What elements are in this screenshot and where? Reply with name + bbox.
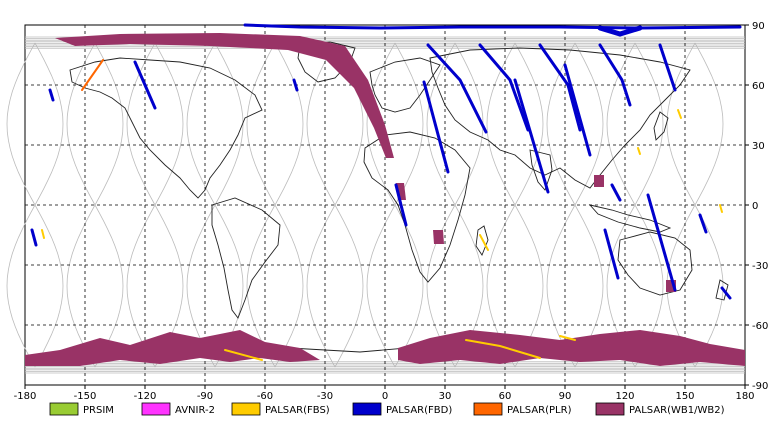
x-tick-label: 150 <box>675 391 694 402</box>
fbd-swath-11 <box>598 43 632 107</box>
fbs-swath-3 <box>677 109 682 119</box>
orbit-track <box>186 42 244 368</box>
fbd-swath-1 <box>133 60 157 110</box>
wb-swath-china <box>594 175 604 187</box>
x-tick-label: -120 <box>134 391 157 402</box>
legend-swatch <box>595 402 625 416</box>
y-tick-label: -60 <box>752 321 768 332</box>
y-tick-label: 60 <box>752 81 765 92</box>
japan-coast <box>653 111 669 141</box>
x-tick-label: 90 <box>559 391 572 402</box>
greenland-coast <box>297 41 356 83</box>
legend-label: PALSAR(WB1/WB2) <box>629 405 725 416</box>
fbd-swath-10 <box>563 63 592 157</box>
legend-swatch <box>49 402 79 416</box>
x-tick-label: -30 <box>317 391 333 402</box>
fbd-swath-13 <box>603 228 620 280</box>
map-grid <box>25 25 745 385</box>
south-america-coast <box>211 197 281 319</box>
fbd-swath-7 <box>478 43 530 132</box>
palsar-fbs-swaths <box>41 109 723 361</box>
orbit-track <box>486 42 544 368</box>
fbd-swath-5 <box>422 80 450 174</box>
x-tick-labels: -180 -150 -120 -90 -60 -30 0 30 60 90 120 150 180 <box>14 385 755 402</box>
fbd-swath-9 <box>538 43 582 132</box>
legend: PRSIM AVNIR-2 PALSAR(FBS) PALSAR(FBD) PALSAR… <box>49 402 725 416</box>
fbd-swath-3 <box>48 88 55 102</box>
legend-swatch <box>231 402 261 416</box>
y-tick-labels: 90 60 30 0 -30 -60 -90 <box>745 21 768 392</box>
europe-coast <box>369 57 441 113</box>
legend-label: PRSIM <box>83 405 114 416</box>
y-tick-label: -30 <box>752 261 768 272</box>
fbs-swath-4 <box>637 147 641 155</box>
fbs-swath-1 <box>479 234 489 251</box>
y-tick-label: 90 <box>752 21 765 32</box>
orbit-track <box>246 42 304 368</box>
legend-label: PALSAR(FBD) <box>386 405 452 416</box>
fbd-swath-6 <box>394 183 408 227</box>
legend-swatch <box>352 402 382 416</box>
wb-swath-antarctica-west <box>25 330 320 366</box>
orbit-track <box>6 42 64 368</box>
x-tick-label: 60 <box>499 391 512 402</box>
australia-coast <box>617 231 693 296</box>
x-tick-label: -90 <box>197 391 213 402</box>
x-tick-label: -150 <box>74 391 97 402</box>
orbit-track <box>66 42 124 368</box>
fbs-swath-6 <box>224 349 263 361</box>
madagascar-coast <box>475 225 489 256</box>
legend-label: PALSAR(FBS) <box>265 405 330 416</box>
fbd-swath-14 <box>646 193 677 292</box>
x-tick-label: 180 <box>735 391 754 402</box>
fbd-swath-4 <box>426 43 488 134</box>
palsar-fbd-swaths <box>30 23 742 300</box>
legend-swatch <box>473 402 503 416</box>
fbd-swath-18 <box>30 228 38 247</box>
y-tick-label: -90 <box>752 381 768 392</box>
fbs-swath-2 <box>41 229 45 239</box>
orbit-track <box>126 42 184 368</box>
legend-label: PALSAR(PLR) <box>507 405 572 416</box>
fbd-swath-2 <box>292 78 299 92</box>
plr-swath-1 <box>81 59 104 91</box>
orbit-track <box>306 42 364 368</box>
fbd-swath-arctic-lobe <box>597 25 643 37</box>
fbs-swath-5 <box>719 204 723 213</box>
fbd-swath-17 <box>720 286 732 300</box>
x-tick-label: -180 <box>14 391 37 402</box>
fbd-swath-12 <box>610 183 622 202</box>
north-america-coast <box>69 57 263 199</box>
fbs-swath-8 <box>559 335 576 341</box>
fbd-swath-15 <box>658 43 677 92</box>
wb-swath-angola <box>433 230 444 244</box>
wb-swath-antarctica-east <box>398 330 745 366</box>
africa-coast <box>363 131 471 283</box>
x-tick-label: 120 <box>615 391 634 402</box>
fbd-swath-8 <box>513 78 550 194</box>
indonesia-coast <box>588 204 672 233</box>
x-tick-label: 30 <box>439 391 452 402</box>
orbit-track <box>546 42 604 368</box>
y-tick-label: 0 <box>752 201 758 212</box>
palsar-plr-swaths <box>81 59 104 91</box>
x-tick-label: -60 <box>257 391 273 402</box>
orbit-track <box>426 42 484 368</box>
orbit-track <box>606 42 664 368</box>
new-zealand-coast <box>715 279 729 301</box>
legend-swatch <box>141 402 171 416</box>
x-tick-label: 0 <box>382 391 388 402</box>
india-coast <box>529 149 553 191</box>
fbs-swath-7 <box>465 339 541 359</box>
orbit-track <box>666 42 724 368</box>
y-tick-label: 30 <box>752 141 765 152</box>
legend-label: AVNIR-2 <box>175 405 215 416</box>
fbd-swath-16 <box>698 213 708 234</box>
